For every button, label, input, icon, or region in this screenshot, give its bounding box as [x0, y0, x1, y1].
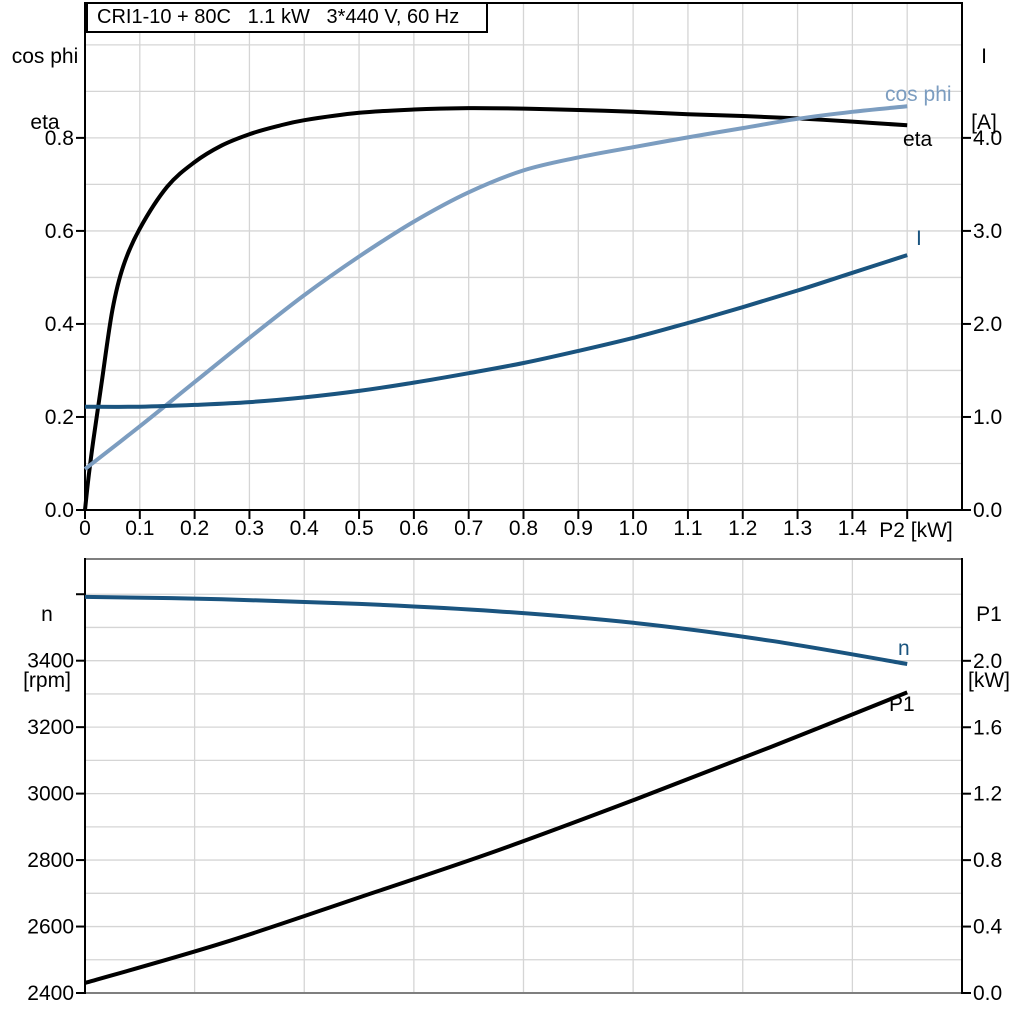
- right-tick-label: 3.0: [973, 220, 1002, 243]
- series-curve-eta: [83, 106, 908, 511]
- right-tick-label: 0.8: [973, 849, 1002, 872]
- right-tick-label: 0.0: [973, 499, 1002, 522]
- x-tick-label: 0: [79, 517, 91, 540]
- x-tick-label: 0.6: [399, 517, 428, 540]
- top-chart-svg: 0 0.1 0.2 0.3 0.4 0.5 0.6 0.7 0.8 0.9 1.0 1.1 1.2 1.3…: [45, 2, 1002, 540]
- rpm-unit-header: [rpm]: [23, 669, 71, 692]
- bottom-chart-svg: 2400 2600 2800 3000 3200 3400 0.0 0.4 0.8 1.2 1.6 2…: [27, 558, 1003, 1005]
- cos-phi-curve-label: cos phi: [885, 83, 952, 106]
- p1-axis-header: P1: [976, 603, 1002, 626]
- x-tick-label: 0.1: [125, 517, 154, 540]
- chart-title-box: CRI1-10 + 80C 1.1 kW 3*440 V, 60 Hz: [86, 2, 488, 33]
- left-tick-label: 0.8: [45, 127, 74, 150]
- left-tick-label: 3200: [27, 716, 74, 739]
- left-tick-label: 3400: [27, 650, 74, 673]
- kw-unit-header: [kW]: [968, 669, 1010, 692]
- right-tick-label: 0.0: [973, 982, 1002, 1005]
- left-tick-label: 0.2: [45, 406, 74, 429]
- top-right-axis-header: I [A]: [956, 2, 1012, 178]
- x-tick-label: 1.0: [619, 517, 648, 540]
- series-curve-P1: [84, 690, 908, 985]
- right-tick-label: 2.0: [973, 313, 1002, 336]
- right-tick-label: 1.2: [973, 783, 1002, 806]
- x-tick-label: 0.3: [235, 517, 264, 540]
- series-curve-cos-phi: [83, 104, 908, 471]
- current-curve-label: I: [916, 227, 922, 250]
- p1-curve-label: P1: [889, 693, 915, 716]
- bottom-right-axis-header: P1 [kW]: [960, 560, 1018, 736]
- x-tick-label: 1.3: [783, 517, 812, 540]
- eta-curve-label: eta: [903, 128, 933, 151]
- x-tick-label: 1.1: [673, 517, 702, 540]
- right-tick-label: 1.6: [973, 716, 1002, 739]
- x-tick-label: 0.5: [344, 517, 373, 540]
- series-curve-I: [84, 253, 908, 409]
- bottom-left-axis-header: n [rpm]: [8, 560, 86, 736]
- right-tick-label: 1.0: [973, 406, 1002, 429]
- x-tick-label: 0.7: [454, 517, 483, 540]
- x-tick-label: 0.4: [290, 517, 320, 540]
- current-axis-header: I: [981, 45, 987, 68]
- x-tick-label: 1.4: [838, 517, 868, 540]
- left-tick-label: 0.0: [45, 499, 74, 522]
- speed-curve-label: n: [898, 637, 910, 660]
- right-tick-label: 2.0: [973, 650, 1002, 673]
- ampere-unit-header: [A]: [971, 111, 997, 134]
- left-tick-label: 0.4: [45, 313, 75, 336]
- top-left-axis-header: cos phi eta: [4, 2, 86, 178]
- right-tick-label: 4.0: [973, 127, 1002, 150]
- x-tick-label: 1.2: [728, 517, 757, 540]
- left-tick-label: 2600: [27, 916, 74, 939]
- x-axis-unit-label: P2 [kW]: [879, 519, 953, 542]
- left-tick-label: 3000: [27, 783, 74, 806]
- eta-axis-header: eta: [30, 111, 60, 134]
- x-tick-label: 0.2: [180, 517, 209, 540]
- left-tick-label: 2400: [27, 982, 74, 1005]
- speed-axis-header: n: [41, 603, 53, 626]
- series-curve-n: [84, 594, 908, 666]
- right-tick-label: 0.4: [973, 916, 1003, 939]
- left-tick-label: 2800: [27, 849, 74, 872]
- x-tick-label: 0.9: [564, 517, 593, 540]
- left-tick-label: 0.6: [45, 220, 74, 243]
- cos-phi-axis-header: cos phi: [11, 45, 79, 68]
- x-tick-label: 0.8: [509, 517, 538, 540]
